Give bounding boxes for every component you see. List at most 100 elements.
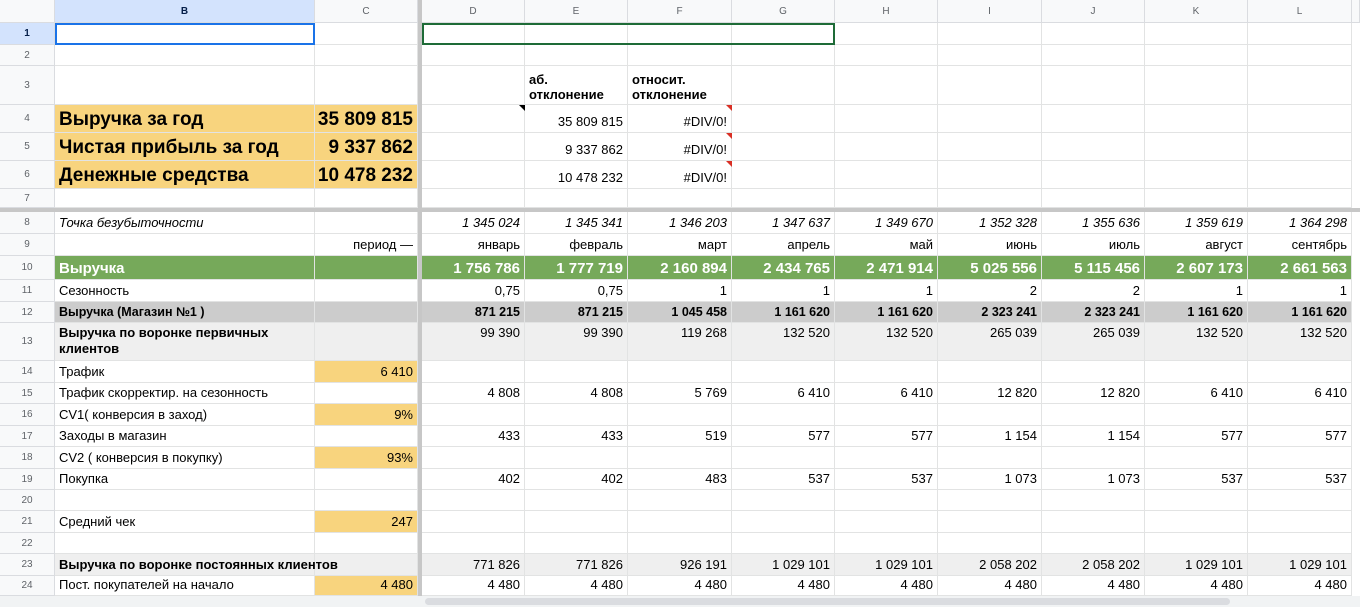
row-header[interactable]: 13 xyxy=(0,323,55,361)
cell[interactable]: 433 xyxy=(525,426,628,447)
cell[interactable]: 519 xyxy=(628,426,732,447)
cell[interactable] xyxy=(55,234,315,256)
cell[interactable]: июль xyxy=(1042,234,1145,256)
cell[interactable] xyxy=(938,45,1042,66)
cell[interactable]: 99 390 xyxy=(422,323,525,361)
cell[interactable]: 35 809 815 xyxy=(315,105,418,133)
cell[interactable] xyxy=(422,45,525,66)
cell[interactable] xyxy=(315,280,418,302)
cell[interactable] xyxy=(1248,23,1352,45)
cell[interactable] xyxy=(55,533,315,554)
row-header[interactable]: 18 xyxy=(0,447,55,469)
cell[interactable]: 247 xyxy=(315,511,418,533)
cell[interactable] xyxy=(315,323,418,361)
cell[interactable]: период — xyxy=(315,234,418,256)
cell[interactable]: 6 410 xyxy=(835,383,938,404)
cell[interactable] xyxy=(938,189,1042,208)
cell[interactable] xyxy=(55,45,315,66)
cell[interactable] xyxy=(315,469,418,490)
cell[interactable] xyxy=(835,511,938,533)
column-header[interactable]: I xyxy=(938,0,1042,23)
cell[interactable] xyxy=(315,533,418,554)
row-header[interactable]: 12 xyxy=(0,302,55,323)
cell[interactable] xyxy=(315,302,418,323)
cell[interactable]: Чистая прибыль за год xyxy=(55,133,315,161)
cell[interactable]: 6 410 xyxy=(1145,383,1248,404)
cell[interactable]: Покупка xyxy=(55,469,315,490)
cell[interactable] xyxy=(938,511,1042,533)
cell[interactable] xyxy=(422,533,525,554)
cell[interactable] xyxy=(732,404,835,426)
cell[interactable] xyxy=(1042,447,1145,469)
cell[interactable] xyxy=(938,161,1042,189)
cell[interactable]: Трафик скорректир. на сезонность xyxy=(55,383,315,404)
cell[interactable]: 1 352 328 xyxy=(938,212,1042,234)
cell[interactable] xyxy=(55,66,315,105)
cell[interactable] xyxy=(55,490,315,511)
cell[interactable]: 1 345 341 xyxy=(525,212,628,234)
row-header[interactable]: 3 xyxy=(0,66,55,105)
cell[interactable] xyxy=(628,361,732,383)
cell[interactable] xyxy=(628,533,732,554)
cell[interactable]: 10 478 232 xyxy=(315,161,418,189)
row-header[interactable]: 8 xyxy=(0,212,55,234)
cell[interactable] xyxy=(835,161,938,189)
cell[interactable]: CV2 ( конверсия в покупку) xyxy=(55,447,315,469)
cell[interactable]: 132 520 xyxy=(1145,323,1248,361)
column-header[interactable]: J xyxy=(1042,0,1145,23)
cell[interactable] xyxy=(835,361,938,383)
cell[interactable] xyxy=(938,133,1042,161)
cell[interactable] xyxy=(835,404,938,426)
row-header[interactable]: 21 xyxy=(0,511,55,533)
cell[interactable]: 2 xyxy=(1042,280,1145,302)
cell[interactable]: 4 480 xyxy=(1042,576,1145,596)
row-header[interactable]: 22 xyxy=(0,533,55,554)
cell[interactable] xyxy=(628,511,732,533)
column-header[interactable]: C xyxy=(315,0,418,23)
cell[interactable]: 433 xyxy=(422,426,525,447)
cell[interactable]: 1 161 620 xyxy=(1145,302,1248,323)
cell[interactable]: 1 154 xyxy=(1042,426,1145,447)
cell[interactable]: 132 520 xyxy=(1248,323,1352,361)
cell[interactable] xyxy=(525,511,628,533)
cell[interactable]: Выручка по воронке первичных клиентов xyxy=(55,323,315,361)
cell[interactable]: Пост. покупателей на начало xyxy=(55,576,315,596)
cell[interactable] xyxy=(1145,133,1248,161)
cell[interactable]: 2 160 894 xyxy=(628,256,732,280)
row-header[interactable]: 14 xyxy=(0,361,55,383)
cell[interactable] xyxy=(938,23,1042,45)
cell[interactable]: 1 045 458 xyxy=(628,302,732,323)
cell[interactable] xyxy=(628,447,732,469)
cell[interactable]: 4 480 xyxy=(938,576,1042,596)
cell[interactable] xyxy=(1248,161,1352,189)
cell[interactable]: 4 480 xyxy=(525,576,628,596)
cell[interactable]: 1 029 101 xyxy=(1145,554,1248,576)
cell[interactable]: 2 323 241 xyxy=(938,302,1042,323)
column-header[interactable]: H xyxy=(835,0,938,23)
cell[interactable] xyxy=(835,23,938,45)
cell[interactable] xyxy=(1248,105,1352,133)
cell[interactable] xyxy=(422,189,525,208)
cell[interactable]: 537 xyxy=(1145,469,1248,490)
cell[interactable]: 1 777 719 xyxy=(525,256,628,280)
row-header[interactable]: 23 xyxy=(0,554,55,576)
cell[interactable]: 1 xyxy=(732,280,835,302)
cell[interactable] xyxy=(732,533,835,554)
cell[interactable]: 1 xyxy=(835,280,938,302)
cell[interactable] xyxy=(628,490,732,511)
cell[interactable]: 132 520 xyxy=(732,323,835,361)
cell[interactable]: 265 039 xyxy=(938,323,1042,361)
cell[interactable] xyxy=(1042,361,1145,383)
cell[interactable]: 4 808 xyxy=(422,383,525,404)
cell[interactable]: сентябрь xyxy=(1248,234,1352,256)
cell[interactable] xyxy=(315,554,418,576)
cell[interactable] xyxy=(1042,533,1145,554)
cell[interactable]: 1 xyxy=(628,280,732,302)
cell[interactable] xyxy=(1042,189,1145,208)
row-header[interactable]: 9 xyxy=(0,234,55,256)
cell[interactable]: 6 410 xyxy=(1248,383,1352,404)
cell[interactable] xyxy=(1042,133,1145,161)
cell[interactable]: 577 xyxy=(732,426,835,447)
cell[interactable] xyxy=(938,361,1042,383)
scrollbar-thumb[interactable] xyxy=(425,598,1230,605)
